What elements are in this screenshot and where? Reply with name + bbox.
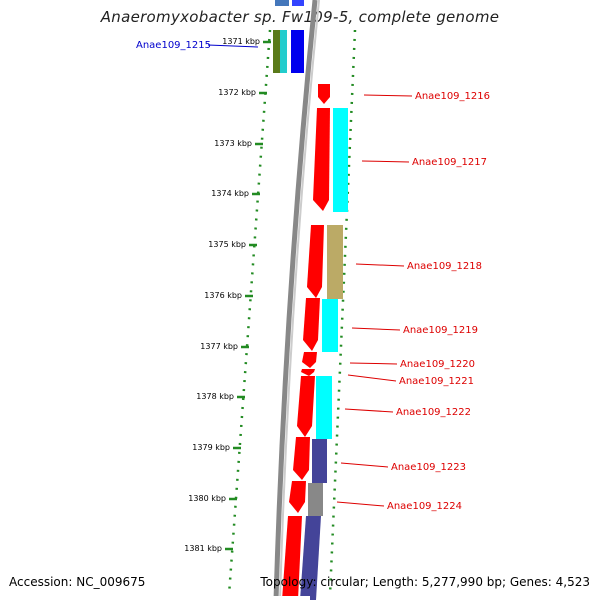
label-leader-line bbox=[351, 327, 401, 331]
forward-genes bbox=[282, 84, 330, 600]
gene-arrow[interactable] bbox=[307, 225, 324, 298]
gene-label[interactable]: Anae109_1223 bbox=[391, 462, 466, 473]
label-leader-line bbox=[361, 160, 410, 163]
gene-label[interactable]: Anae109_1217 bbox=[412, 157, 487, 168]
gene-label[interactable]: Anae109_1221 bbox=[399, 376, 474, 387]
genome-summary: Topology: circular; Length: 5,277,990 bp… bbox=[260, 575, 590, 589]
gene-label[interactable]: Anae109_1216 bbox=[415, 91, 490, 102]
label-leader-line bbox=[355, 263, 405, 267]
gene-block[interactable] bbox=[312, 439, 327, 483]
tick-label: 1371 kbp bbox=[222, 37, 260, 46]
gene-block[interactable] bbox=[280, 30, 287, 73]
gene-arrow[interactable] bbox=[293, 437, 310, 480]
tick-label: 1374 kbp bbox=[211, 189, 249, 198]
gene-arrow[interactable] bbox=[282, 516, 302, 600]
gene-block[interactable] bbox=[308, 483, 323, 516]
gene-label[interactable]: Anae109_1219 bbox=[403, 325, 478, 336]
label-leader-line bbox=[340, 462, 389, 468]
tick-label: 1379 kbp bbox=[192, 443, 230, 452]
gene-block[interactable] bbox=[333, 108, 348, 212]
gene-arrow[interactable] bbox=[301, 369, 315, 376]
gene-arrow[interactable] bbox=[302, 352, 317, 368]
gene-label[interactable]: Anae109_1220 bbox=[400, 359, 475, 370]
gene-arrow[interactable] bbox=[303, 298, 320, 351]
gene-block[interactable] bbox=[316, 376, 332, 439]
gene-label[interactable]: Anae109_1218 bbox=[407, 261, 482, 272]
tick-label: 1380 kbp bbox=[188, 494, 226, 503]
scale-ticks: 1371 kbp 1372 kbp 1373 kbp 1374 kbp 1375 kbp… bbox=[184, 37, 271, 553]
gene-label[interactable]: Anae109_1222 bbox=[396, 407, 471, 418]
gene-block[interactable] bbox=[300, 516, 321, 600]
tick-label: 1375 kbp bbox=[208, 240, 246, 249]
genome-backbone-highlight bbox=[279, 0, 320, 600]
label-leader-line bbox=[344, 408, 394, 413]
gene-block[interactable] bbox=[275, 0, 289, 6]
gene-block[interactable] bbox=[273, 30, 280, 73]
gene-block[interactable] bbox=[327, 225, 343, 299]
category-blocks bbox=[300, 108, 348, 600]
label-leader-line bbox=[336, 501, 385, 507]
tick-label: 1372 kbp bbox=[218, 88, 256, 97]
inner-guide-line bbox=[227, 29, 272, 596]
gene-block[interactable] bbox=[291, 30, 304, 73]
tick-label: 1376 kbp bbox=[204, 291, 242, 300]
gene-block[interactable] bbox=[292, 0, 304, 6]
gene-arrow[interactable] bbox=[318, 84, 330, 104]
tick-label: 1378 kbp bbox=[196, 392, 234, 401]
gene-label[interactable]: Anae109_1215 bbox=[136, 40, 211, 51]
gene-block[interactable] bbox=[322, 299, 338, 352]
map-title: Anaeromyxobacter sp. Fw109-5, complete g… bbox=[100, 8, 500, 26]
accession-text: Accession: NC_009675 bbox=[9, 575, 146, 589]
tick-label: 1373 kbp bbox=[214, 139, 252, 148]
label-leader-line bbox=[363, 94, 413, 97]
gene-label[interactable]: Anae109_1224 bbox=[387, 501, 462, 512]
label-leader-line bbox=[349, 362, 398, 365]
label-leaders bbox=[207, 44, 413, 507]
label-leader-line bbox=[347, 374, 397, 382]
genome-backbone bbox=[273, 0, 318, 600]
tick-label: 1381 kbp bbox=[184, 544, 222, 553]
label-leader-line bbox=[207, 44, 259, 48]
tick-label: 1377 kbp bbox=[200, 342, 238, 351]
gene-labels: Anae109_1215 Anae109_1216 Anae109_1217 Anae… bbox=[136, 40, 490, 512]
gene-arrow[interactable] bbox=[313, 108, 330, 211]
gene-arrow[interactable] bbox=[289, 481, 306, 513]
bottom-edge bbox=[270, 596, 310, 600]
gene-arrow[interactable] bbox=[297, 376, 315, 437]
